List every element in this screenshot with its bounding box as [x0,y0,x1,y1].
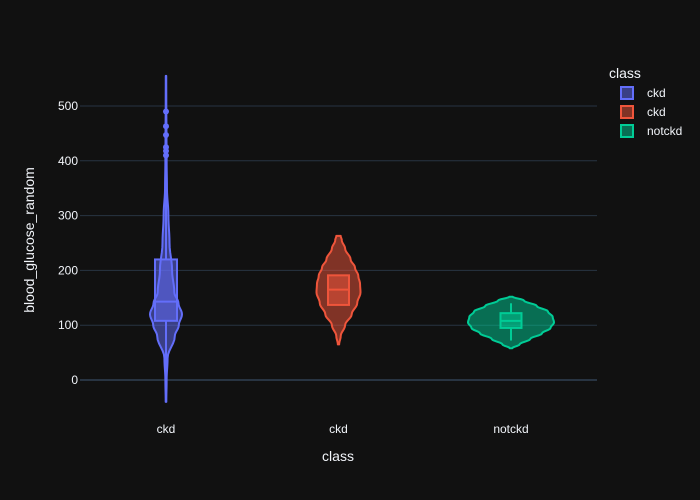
x-tick-labels: ckd ckd notckd [157,422,529,436]
x-tick-label: notckd [493,422,528,436]
violin-ckd-0 [149,74,183,403]
outlier-point [163,123,169,130]
y-tick-label: 400 [58,154,78,168]
y-tick-label: 0 [71,373,78,387]
outlier-point [163,152,169,159]
x-tick-label: ckd [329,422,348,436]
legend-label: ckd [647,86,666,100]
violin-notckd-2 [467,295,555,350]
legend-item-notckd-2[interactable]: notckd [620,124,682,138]
y-tick-label: 200 [58,263,78,277]
y-tick-labels: 0 100 200 300 400 500 [58,99,78,387]
legend-title: class [609,65,641,81]
legend-label: ckd [647,105,666,119]
outlier-point [163,144,169,151]
x-tick-label: ckd [157,422,176,436]
violin-traces [149,74,555,403]
y-tick-label: 100 [58,318,78,332]
outlier-point [163,132,169,139]
x-axis-title: class [322,448,354,464]
outlier-point [163,108,169,115]
legend-swatch [620,105,634,119]
legend-item-ckd-1[interactable]: ckd [620,105,666,119]
y-tick-label: 300 [58,209,78,223]
violin-ckd-1 [315,234,362,346]
y-axis-title: blood_glucose_random [21,167,37,313]
legend-swatch [620,86,634,100]
legend[interactable]: class ckd ckd notckd [609,65,682,138]
legend-item-ckd-0[interactable]: ckd [620,86,666,100]
legend-swatch [620,124,634,138]
y-tick-label: 500 [58,99,78,113]
box [154,258,178,322]
legend-label: notckd [647,124,682,138]
